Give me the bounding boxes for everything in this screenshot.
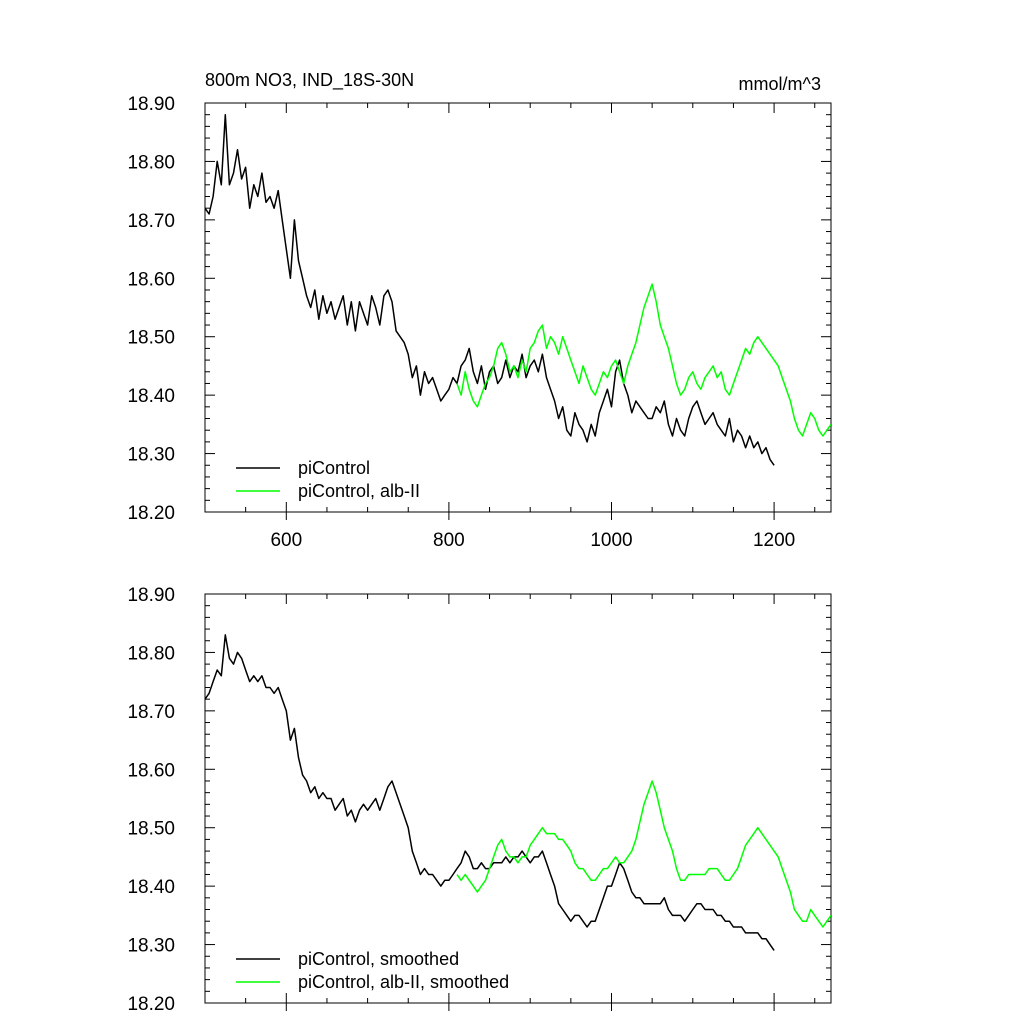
y-tick-label: 18.50 (127, 819, 175, 840)
x-tick-label: 1200 (753, 530, 795, 551)
series-line-picontrol-alb-ii (456, 283, 831, 437)
y-tick-label: 18.60 (127, 760, 175, 781)
y-tick-label: 18.90 (127, 94, 175, 115)
legend-label: piControl, alb-II (298, 481, 420, 501)
y-tick-label: 18.80 (127, 643, 175, 664)
y-tick-label: 18.40 (127, 386, 175, 407)
x-tick-label: 1000 (590, 530, 632, 551)
legend-label: piControl, alb-II, smoothed (298, 972, 509, 992)
x-tick-label: 800 (433, 530, 465, 551)
y-tick-label: 18.50 (127, 328, 175, 349)
legend-label: piControl (298, 458, 370, 478)
chart-title: 800m NO3, IND_18S-30N (205, 70, 414, 91)
y-tick-label: 18.80 (127, 152, 175, 173)
y-tick-label: 18.30 (127, 445, 175, 466)
y-tick-label: 18.70 (127, 211, 175, 232)
legend-label: piControl, smoothed (298, 949, 459, 969)
plot-frame (204, 102, 832, 513)
y-tick-label: 18.60 (127, 269, 175, 290)
top-panel: 600 800 1000 1200 18.20 18.30 18.40 18.50 18.60 1… (127, 70, 832, 551)
series-line-picontrol (205, 113, 775, 466)
y-tick-label: 18.40 (127, 877, 175, 898)
bottom-panel: 18.20 18.30 18.40 18.50 18.60 18.70 18.80 18.90… (127, 585, 832, 1015)
x-tick-label: 600 (270, 530, 302, 551)
series-line-picontrol-alb-ii (456, 780, 831, 928)
y-tick-label: 18.90 (127, 585, 175, 606)
y-tick-label: 18.70 (127, 702, 175, 723)
y-tick-label: 18.20 (127, 503, 175, 524)
y-tick-label: 18.20 (127, 994, 175, 1015)
y-tick-label: 18.30 (127, 936, 175, 957)
series-line-picontrol (205, 634, 775, 951)
plot-frame (204, 593, 832, 1004)
units-label: mmol/m^3 (739, 74, 821, 94)
